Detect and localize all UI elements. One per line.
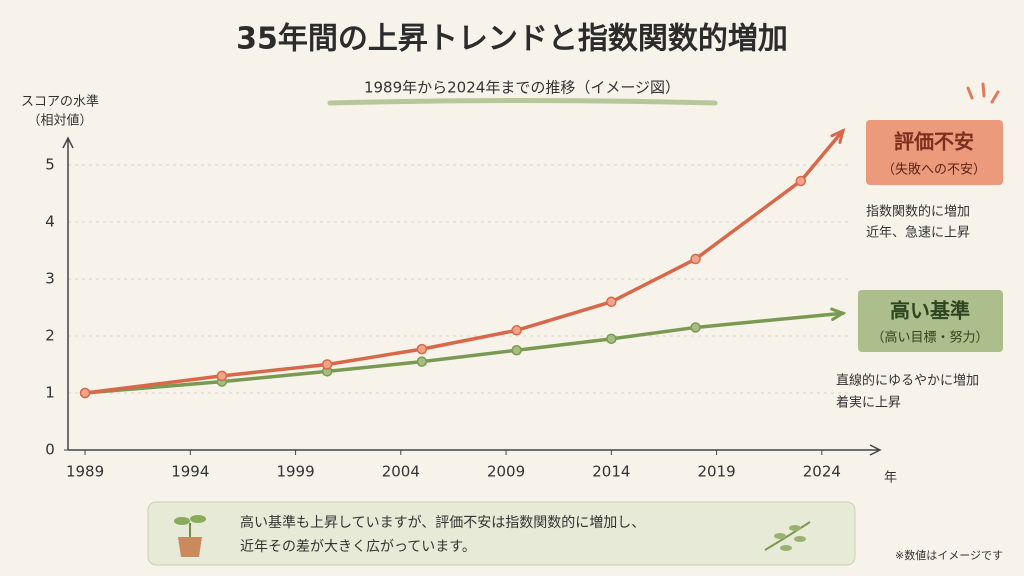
point (416, 343, 428, 355)
x-tick-label: 2009 (487, 463, 525, 481)
y-tick-label: 3 (45, 270, 55, 288)
y-axis-label: スコアの水準 (21, 94, 99, 110)
x-tick-label: 2014 (592, 463, 630, 481)
arrow-head (830, 307, 847, 321)
callout-box (858, 290, 1003, 352)
x-tick-label: 2019 (697, 463, 735, 481)
y-tick-label: 4 (45, 213, 55, 231)
callout-box (866, 120, 1003, 185)
message-line: 高い基準も上昇していますが、評価不安は指数関数的に増加し、 (240, 514, 645, 531)
y-axis (62, 136, 74, 450)
underline (327, 98, 718, 106)
chart-title: 35年間の上昇トレンドと指数関数的増加 (236, 22, 788, 57)
sparks (966, 82, 1000, 104)
point (511, 345, 522, 356)
y-tick-label: 5 (45, 156, 55, 174)
y-tick-label: 1 (45, 384, 55, 402)
arrow-head (830, 128, 846, 144)
series-line (83, 311, 845, 395)
x-tick-label: 2004 (382, 463, 420, 481)
x-tick-label: 2024 (803, 463, 841, 481)
x-axis-label: 年 (884, 471, 897, 486)
callout-title: 評価不安 (894, 130, 974, 154)
callout-note: 直線的にゆるやかに増加 (836, 373, 979, 389)
x-axis (68, 444, 882, 456)
message-box (147, 501, 856, 566)
leaf-icon (764, 521, 811, 551)
callout-subtitle: （失敗への不安） (882, 163, 986, 178)
point (606, 296, 617, 308)
callout-title: 高い基準 (890, 299, 970, 323)
y-axis-label: （相対値） (27, 113, 92, 129)
x-tick-label: 1989 (66, 463, 104, 481)
point (795, 175, 807, 187)
callout-note: 指数関数的に増加 (866, 204, 970, 220)
point (416, 356, 428, 367)
message-line: 近年その差が大きく広がっています。 (240, 539, 476, 555)
point (690, 253, 701, 265)
y-tick-label: 2 (45, 327, 55, 345)
callout-note: 着実に上昇 (836, 395, 901, 411)
plant-icon (174, 515, 206, 557)
x-tick-label: 1994 (171, 463, 209, 481)
y-tick-label: 0 (45, 441, 55, 459)
point (690, 322, 701, 333)
point (511, 325, 522, 336)
footnote: ※数値はイメージです (895, 549, 1003, 562)
subtitle: 1989年から2024年までの推移（イメージ図） (364, 79, 680, 97)
point (321, 359, 333, 370)
point (216, 370, 228, 382)
callout-note: 近年、急速に上昇 (866, 226, 970, 241)
x-tick-label: 1999 (276, 463, 314, 481)
point (79, 387, 91, 399)
point (606, 333, 617, 345)
callout-subtitle: （高い目標・努力） (871, 330, 988, 346)
